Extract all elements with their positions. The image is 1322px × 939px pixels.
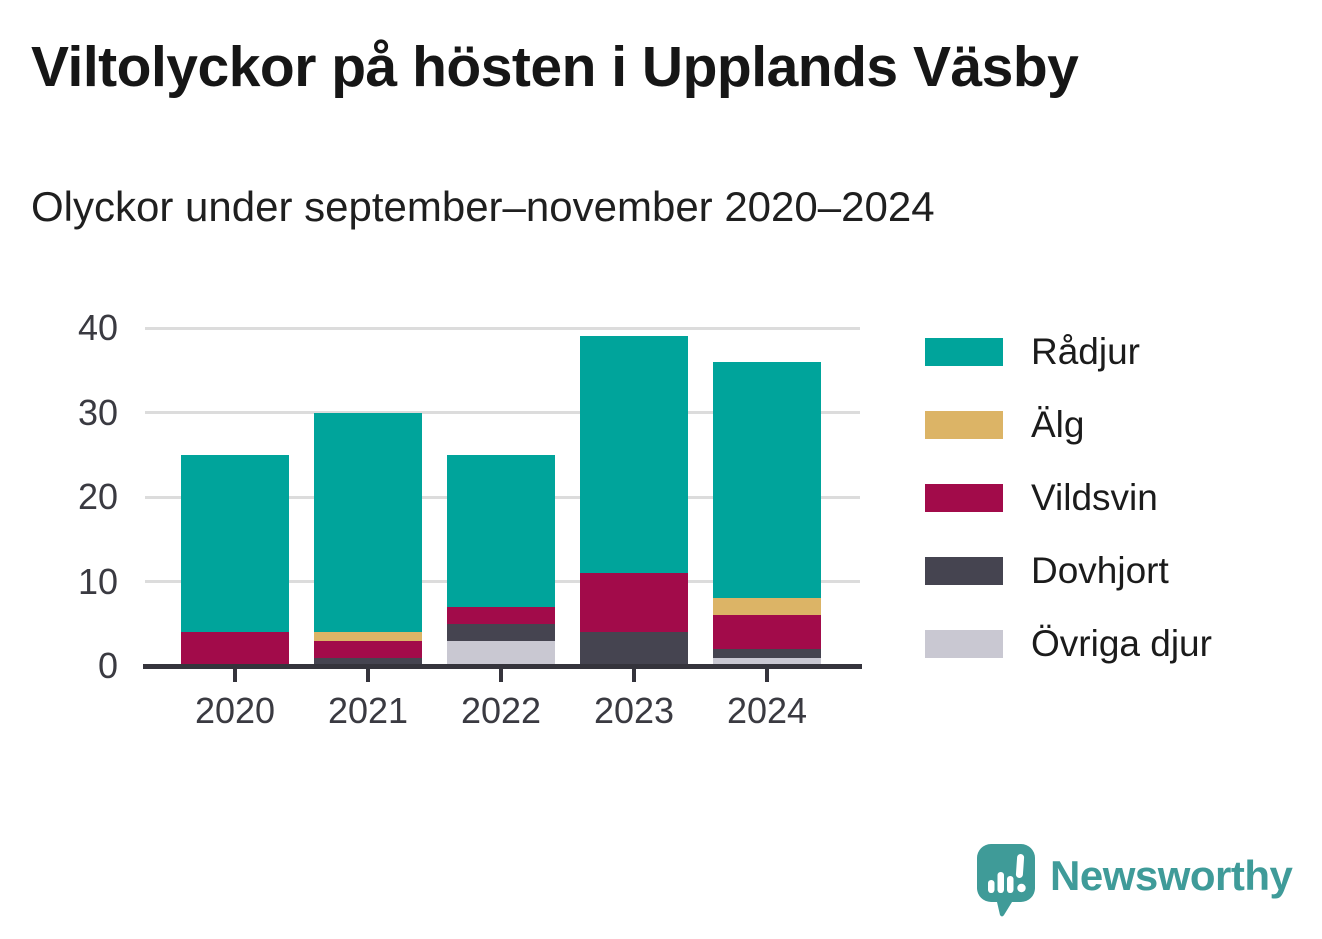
bar-segment-2021-Vildsvin — [314, 640, 422, 658]
legend-item-Rådjur: Rådjur — [925, 331, 1212, 373]
bar-segment-2022-Rådjur — [447, 454, 555, 607]
bar-segment-2024-Rådjur — [713, 361, 821, 599]
x-axis-tick — [765, 669, 769, 682]
bar-2023 — [580, 336, 688, 666]
bar-segment-2020-Rådjur — [181, 454, 289, 633]
chart-legend: Rådjur Älg Vildsvin Dovhjort Övriga djur — [925, 331, 1212, 665]
legend-label: Rådjur — [1031, 331, 1140, 372]
x-axis-tick — [366, 669, 370, 682]
x-axis-label-2022: 2022 — [460, 690, 542, 731]
x-axis-label-2023: 2023 — [593, 690, 675, 731]
legend-item-Dovhjort: Dovhjort — [925, 550, 1212, 592]
bar-segment-2021-Dovhjort — [314, 657, 422, 666]
legend-label: Dovhjort — [1031, 550, 1169, 591]
y-axis-tick-label: 10 — [77, 560, 118, 602]
newsworthy-logo-text: Newsworthy — [1050, 852, 1293, 899]
legend-label: Vildsvin — [1031, 477, 1158, 518]
bar-segment-2021-Rådjur — [314, 412, 422, 633]
newsworthy-speech-bubble-icon — [977, 844, 1035, 917]
y-axis-tick-label: 0 — [97, 645, 118, 686]
legend-swatch — [925, 484, 1003, 512]
x-axis-tick — [632, 669, 636, 682]
y-axis-tick-label: 20 — [77, 476, 118, 517]
legend-swatch — [925, 411, 1003, 439]
legend-item-Vildsvin: Vildsvin — [925, 477, 1212, 519]
bar-segment-2022-Övriga djur — [447, 640, 555, 666]
bar-segment-2023-Vildsvin — [580, 573, 688, 633]
bar-2021 — [314, 412, 422, 667]
legend-swatch — [925, 630, 1003, 658]
bar-segment-2023-Dovhjort — [580, 632, 688, 666]
legend-item-Älg: Älg — [925, 404, 1212, 446]
bar-segment-2024-Älg — [713, 598, 821, 616]
x-axis-baseline — [143, 664, 862, 669]
legend-swatch — [925, 338, 1003, 366]
legend-item-Övriga djur: Övriga djur — [925, 623, 1212, 665]
x-axis-label-2021: 2021 — [327, 690, 409, 731]
bar-segment-2022-Vildsvin — [447, 606, 555, 624]
bar-segment-2024-Vildsvin — [713, 615, 821, 650]
bar-2020 — [181, 454, 289, 666]
bar-segment-2022-Dovhjort — [447, 623, 555, 641]
bar-segment-2020-Vildsvin — [181, 632, 289, 666]
x-axis-tick — [499, 669, 503, 682]
bar-2022 — [447, 454, 555, 666]
bar-segment-2024-Dovhjort — [713, 649, 821, 658]
y-axis-tick-label: 40 — [77, 307, 118, 348]
y-axis-tick-label: 30 — [77, 391, 118, 433]
x-axis-label-2020: 2020 — [194, 690, 276, 731]
gridline-y-40 — [145, 326, 860, 330]
x-axis-label-2024: 2024 — [726, 690, 808, 731]
bar-segment-2023-Rådjur — [580, 336, 688, 574]
page-subtitle: Olyckor under september–november 2020–20… — [31, 183, 935, 230]
x-axis-tick — [233, 669, 237, 682]
bar-segment-2024-Övriga djur — [713, 657, 821, 666]
bar-segment-2021-Älg — [314, 632, 422, 641]
legend-swatch — [925, 557, 1003, 585]
legend-label: Övriga djur — [1031, 623, 1212, 664]
bar-2024 — [713, 361, 821, 666]
newsworthy-logo: Newsworthy — [976, 843, 1293, 917]
gridline-y-30 — [145, 411, 860, 414]
legend-label: Älg — [1031, 404, 1085, 445]
page-title: Viltolyckor på hösten i Upplands Väsby — [31, 35, 1079, 99]
